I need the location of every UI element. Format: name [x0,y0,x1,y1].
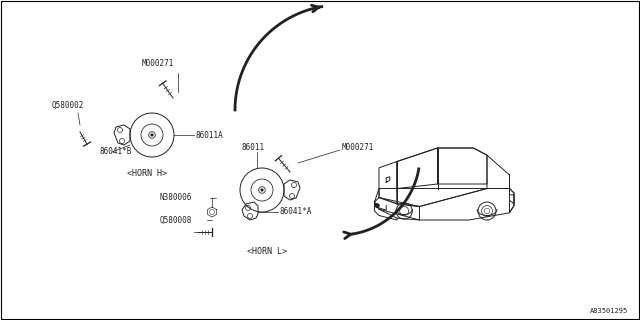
Text: 86041*A: 86041*A [280,207,312,217]
Text: A83501295: A83501295 [589,308,628,314]
Text: N380006: N380006 [160,194,193,203]
Text: M000271: M000271 [342,143,374,153]
Circle shape [150,134,154,136]
Text: 86011A: 86011A [196,131,224,140]
Text: <HORN L>: <HORN L> [247,247,287,257]
Text: 86011: 86011 [242,143,265,153]
Circle shape [260,189,263,191]
Text: Q580008: Q580008 [160,215,193,225]
Text: M000271: M000271 [142,59,174,68]
Text: 86041*B: 86041*B [100,148,132,156]
Text: <HORN H>: <HORN H> [127,169,167,178]
Circle shape [376,204,379,207]
Text: Q580002: Q580002 [52,100,84,109]
